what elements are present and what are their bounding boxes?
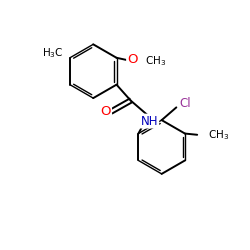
- Text: CH$_3$: CH$_3$: [145, 54, 166, 68]
- Text: CH$_3$: CH$_3$: [208, 128, 230, 142]
- Text: NH: NH: [141, 114, 158, 128]
- Text: O: O: [100, 105, 111, 118]
- Text: O: O: [127, 53, 138, 66]
- Text: Cl: Cl: [179, 97, 191, 110]
- Text: H$_3$C: H$_3$C: [42, 46, 63, 60]
